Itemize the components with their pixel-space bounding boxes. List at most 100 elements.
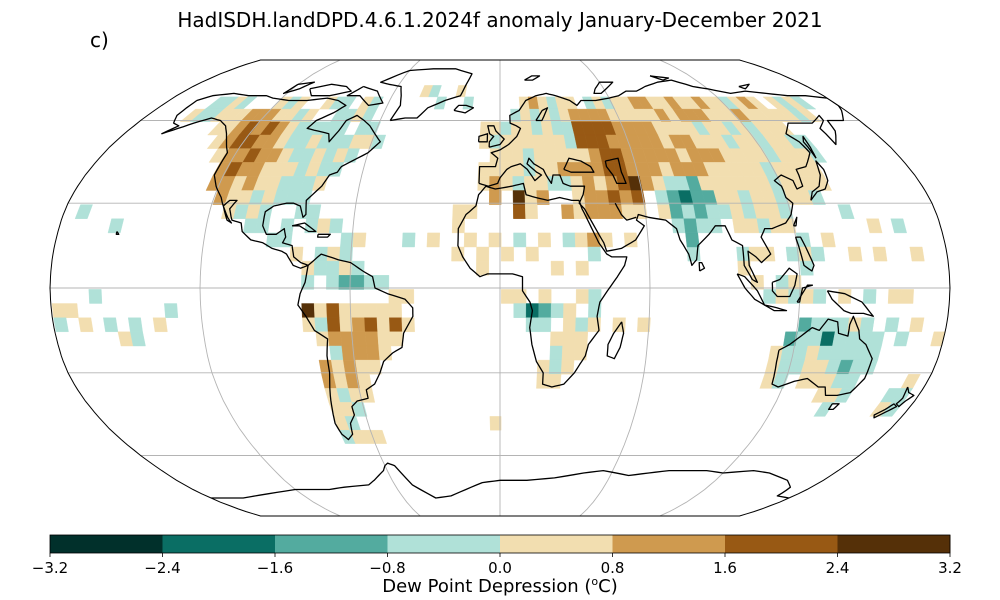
anomaly-cell <box>501 246 514 262</box>
coastline <box>487 125 505 148</box>
coastline <box>794 236 815 272</box>
anomaly-cell <box>524 204 538 219</box>
coastline <box>826 290 874 317</box>
coastline <box>211 465 386 499</box>
map-title: HadISDH.landDPD.4.6.1.2024f anomaly Janu… <box>177 8 823 32</box>
anomaly-cell <box>847 246 863 262</box>
coastline <box>477 133 489 143</box>
colorbar-segment <box>837 535 951 553</box>
colorbar-segment <box>387 535 501 553</box>
coastline <box>453 104 475 114</box>
anomaly-cell <box>370 134 387 149</box>
coastline <box>297 253 414 441</box>
anomaly-cell <box>489 416 502 431</box>
coastline <box>282 81 316 95</box>
coastline <box>614 202 637 221</box>
colorbar-tick-label: 0.8 <box>600 559 625 577</box>
anomaly-cell <box>426 232 441 248</box>
coastline <box>771 267 798 298</box>
anomaly-cell <box>837 204 855 219</box>
coastline <box>478 79 845 283</box>
coastline <box>792 216 798 227</box>
coastline <box>317 233 331 238</box>
anomaly-cell <box>547 374 562 389</box>
anomaly-cell <box>909 246 925 262</box>
colorbar-segment <box>50 535 163 553</box>
anomaly-cell <box>575 260 589 276</box>
coastline <box>895 386 915 408</box>
coastline <box>161 92 381 269</box>
coastline <box>604 157 627 185</box>
anomaly-cell <box>371 430 387 444</box>
colorbar-tick-label: 2.4 <box>825 559 850 577</box>
coastline <box>535 107 549 122</box>
anomaly-cell <box>813 402 835 417</box>
coastline <box>649 75 670 81</box>
anomaly-cell <box>623 232 638 248</box>
anomaly-cell <box>893 331 910 347</box>
colorbar-label-suffix: C) <box>598 576 618 597</box>
coastline <box>291 222 317 233</box>
anomaly-cell <box>351 275 365 290</box>
colorbar-segment <box>162 535 276 553</box>
anomaly-cell <box>685 232 700 248</box>
coastline <box>802 135 817 159</box>
anomaly-cell <box>812 289 827 304</box>
anomaly-cell <box>488 190 502 205</box>
graticule-layer <box>50 60 950 516</box>
anomaly-cell <box>152 317 168 332</box>
anomaly-cell <box>872 246 888 262</box>
anomaly-cell <box>130 331 146 347</box>
colorbar-tick-label: −0.8 <box>369 559 406 577</box>
coastline <box>698 261 706 272</box>
coastline <box>873 403 898 419</box>
anomaly-cell <box>525 246 539 262</box>
coastline <box>796 284 814 303</box>
coastline <box>827 403 840 411</box>
coastline <box>764 304 788 312</box>
anomaly-cell <box>476 260 489 276</box>
colorbar-segment <box>275 535 388 553</box>
colorbar-tick-label: −3.2 <box>31 559 69 577</box>
coastline <box>563 157 595 173</box>
colorbar-label-prefix: Dew Point Depression ( <box>382 576 592 597</box>
coastline <box>606 321 625 360</box>
colorbar-label-sup: o <box>591 575 599 588</box>
panel-label: c) <box>90 28 109 52</box>
coastline <box>115 231 120 235</box>
colorbar-segment <box>725 535 838 553</box>
anomaly-cell <box>866 218 883 234</box>
anomaly-cell <box>78 317 94 332</box>
colorbar-tick-label: 3.2 <box>938 559 962 577</box>
colorbar-segment <box>612 535 726 553</box>
coastline <box>380 68 473 122</box>
anomaly-cell <box>633 204 648 219</box>
anomaly-cell <box>53 317 69 332</box>
anomaly-cell <box>74 204 93 219</box>
colorbar-tick-label: 1.6 <box>713 559 737 577</box>
coastline <box>384 462 792 499</box>
anomaly-cell <box>401 232 416 248</box>
colorbar-tick-label: −2.4 <box>144 559 181 577</box>
coastline <box>593 81 614 95</box>
anomaly-cell <box>550 260 564 276</box>
anomaly-cell <box>890 218 907 234</box>
coastline <box>810 160 829 201</box>
coastline <box>309 83 352 97</box>
coastline <box>346 85 384 107</box>
coastline <box>457 182 628 388</box>
colorbar-tick-label: 0.0 <box>488 559 512 577</box>
anomaly-cell <box>900 289 914 304</box>
anomaly-cell <box>107 218 125 234</box>
coastlines-layer <box>115 68 915 499</box>
colorbar-tick-label: −1.6 <box>256 559 294 577</box>
anomaly-cells-layer <box>51 85 947 444</box>
coastline <box>738 83 750 90</box>
coastline <box>771 315 873 397</box>
coastline <box>524 75 541 81</box>
anomaly-cell <box>637 317 651 332</box>
colorbar-label: Dew Point Depression (oC) <box>0 575 1000 597</box>
colorbar-segment <box>500 535 613 553</box>
